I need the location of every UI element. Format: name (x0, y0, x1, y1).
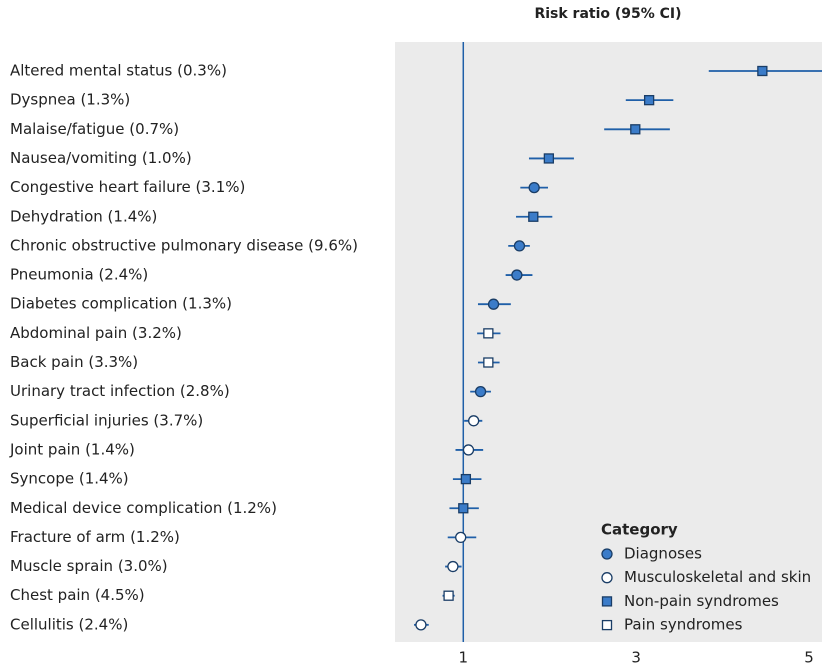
row-label: Diabetes complication (1.3%) (10, 295, 232, 313)
point (513, 240, 526, 252)
legend-marker (601, 572, 613, 584)
row-label: Back pain (3.3%) (10, 353, 138, 371)
point (483, 328, 494, 339)
point (415, 619, 427, 631)
point (455, 531, 467, 544)
point (474, 385, 487, 398)
plot-background (395, 42, 822, 642)
point (462, 444, 475, 456)
row-label: Fracture of arm (1.2%) (10, 528, 180, 546)
point (483, 357, 494, 368)
row-label: Malaise/fatigue (0.7%) (10, 120, 179, 138)
legend-title: Category (601, 521, 678, 539)
point (757, 65, 768, 77)
legend-marker (601, 619, 613, 631)
row-label: Syncope (1.4%) (10, 470, 129, 488)
point (511, 269, 523, 281)
row-label: Chronic obstructive pulmonary disease (9… (10, 236, 358, 254)
row-label: Dyspnea (1.3%) (10, 91, 130, 109)
point (528, 181, 540, 194)
point (468, 415, 480, 427)
legend-label: Diagnoses (624, 545, 702, 563)
x-tick-label: 1 (459, 649, 469, 667)
legend-label: Non-pain syndromes (624, 592, 779, 610)
row-label: Superficial injuries (3.7%) (10, 411, 203, 429)
point (528, 211, 539, 222)
row-label: Pneumonia (2.4%) (10, 266, 148, 284)
point (447, 560, 459, 573)
row-label: Congestive heart failure (3.1%) (10, 178, 245, 196)
point (630, 124, 641, 135)
row-label: Muscle sprain (3.0%) (10, 557, 168, 575)
row-label: Urinary tract infection (2.8%) (10, 382, 230, 400)
row-label: Altered mental status (0.3%) (10, 62, 227, 80)
point (460, 473, 472, 485)
point (487, 298, 500, 310)
row-label: Nausea/vomiting (1.0%) (10, 149, 192, 167)
row-label: Chest pain (4.5%) (10, 586, 145, 604)
legend-label: Musculoskeletal and skin (624, 568, 811, 586)
legend-marker (601, 548, 613, 560)
legend-marker (601, 596, 613, 607)
row-label: Abdominal pain (3.2%) (10, 324, 182, 342)
chart-title: Risk ratio (95% CI) (534, 6, 681, 22)
row-label: Cellulitis (2.4%) (10, 615, 128, 633)
row-label: Medical device complication (1.2%) (10, 499, 277, 517)
row-label: Dehydration (1.4%) (10, 207, 157, 225)
x-tick-label: 5 (804, 649, 814, 667)
point (458, 503, 469, 514)
point (643, 95, 655, 106)
point (443, 590, 454, 601)
row-label: Joint pain (1.4%) (9, 440, 135, 458)
legend-label: Pain syndromes (624, 616, 743, 634)
point (543, 153, 555, 164)
x-tick-label: 3 (631, 649, 641, 667)
